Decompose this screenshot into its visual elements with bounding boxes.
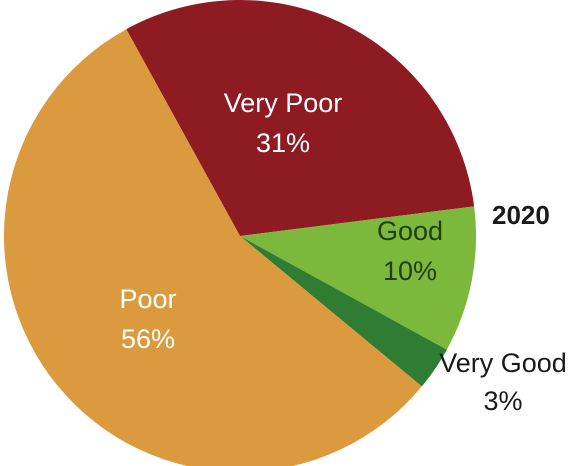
- slice-value-poor: 56%: [121, 324, 175, 354]
- slice-label-very-poor: Very Poor: [224, 88, 343, 118]
- pie-slice-poor: [4, 29, 422, 466]
- pie-slice-very-good: [240, 236, 447, 387]
- slice-label-poor: Poor: [119, 284, 176, 314]
- year-label: 2020: [492, 200, 550, 230]
- slice-label-very-good: Very Good: [439, 348, 567, 378]
- pie-slice-good: [240, 206, 477, 350]
- slice-value-good: 10%: [383, 256, 437, 286]
- slice-label-good: Good: [377, 216, 443, 246]
- pie-slices: [4, 0, 477, 466]
- slice-value-very-good: 3%: [483, 386, 522, 416]
- slice-value-very-poor: 31%: [256, 128, 310, 158]
- pie-slice-very-poor: [126, 0, 475, 236]
- pie-labels: Very Poor 31% Good 10% Very Good 3% Poor 56%: [119, 88, 566, 416]
